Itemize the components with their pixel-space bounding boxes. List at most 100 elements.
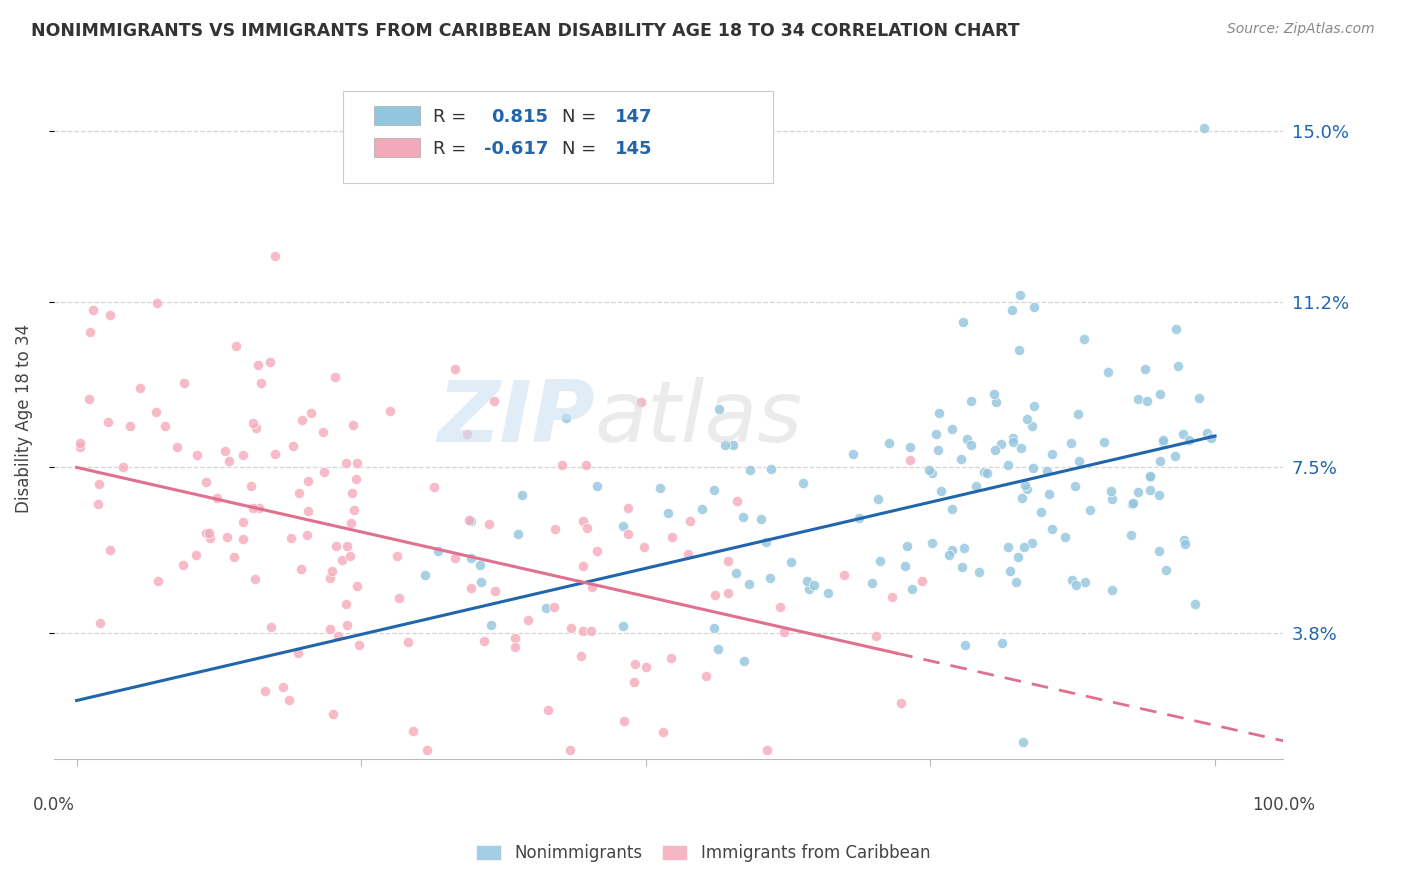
FancyBboxPatch shape [374,106,420,125]
Point [990,437,1012,451]
Point [633,540,655,554]
Point [896,539,918,553]
Point [952,315,974,329]
Point [1173,533,1195,547]
Point [460,581,482,595]
Point [503,631,526,645]
Point [259,355,281,369]
Point [997,540,1019,554]
Point [232,448,254,462]
Point [271,680,294,694]
Point [82,302,104,317]
Point [254,684,277,698]
Point [218,453,240,467]
Text: R =: R = [433,108,471,126]
Point [347,638,370,652]
Point [330,553,353,567]
Point [1171,427,1194,442]
Point [145,296,167,310]
Point [1001,431,1024,445]
Point [941,502,963,516]
Point [224,550,246,565]
Point [973,466,995,480]
Point [343,503,366,517]
Point [534,600,557,615]
Point [86,497,108,511]
Point [648,481,671,495]
Point [1022,399,1045,413]
Point [335,597,357,611]
Point [396,635,419,649]
Point [1069,454,1091,468]
Point [921,535,943,549]
Point [1038,486,1060,500]
Point [427,544,450,558]
Point [516,613,538,627]
Point [1097,365,1119,379]
Point [1139,469,1161,483]
Point [581,580,603,594]
Point [756,743,779,757]
Point [1201,431,1223,445]
Point [925,427,948,442]
Point [956,432,979,446]
Point [612,519,634,533]
Point [264,249,287,263]
Point [1064,578,1087,592]
Point [1008,343,1031,357]
Point [312,425,335,439]
Point [537,703,560,717]
Point [894,558,917,573]
Point [69,436,91,450]
Point [1040,447,1063,461]
Point [297,504,319,518]
Point [1126,484,1149,499]
Point [1156,563,1178,577]
Point [297,474,319,488]
Point [898,440,921,454]
Point [544,522,567,536]
Point [780,554,803,568]
Point [692,502,714,516]
Point [1015,411,1038,425]
Point [319,571,342,585]
Point [1008,287,1031,301]
Point [717,553,740,567]
Point [186,448,208,462]
Point [173,376,195,390]
Point [918,463,941,477]
Point [927,442,949,457]
Point [571,648,593,663]
Point [1005,575,1028,590]
Point [773,624,796,639]
Point [1136,394,1159,409]
Point [1121,497,1143,511]
Point [443,362,465,376]
Point [612,619,634,633]
Point [869,554,891,568]
Point [387,549,409,563]
Point [1149,387,1171,401]
Point [1021,461,1043,475]
Point [543,599,565,614]
Point [1149,454,1171,468]
Point [214,444,236,458]
Point [97,415,120,429]
Point [1011,491,1033,505]
Point [572,514,595,528]
Point [848,511,870,525]
Point [401,724,423,739]
Point [145,405,167,419]
Point [215,530,238,544]
Point [456,427,478,442]
Point [129,381,152,395]
Point [346,456,368,470]
Point [921,466,943,480]
Point [69,440,91,454]
Point [842,448,865,462]
Point [1021,418,1043,433]
FancyBboxPatch shape [374,138,420,157]
Point [679,514,702,528]
Point [290,562,312,576]
Point [89,615,111,630]
